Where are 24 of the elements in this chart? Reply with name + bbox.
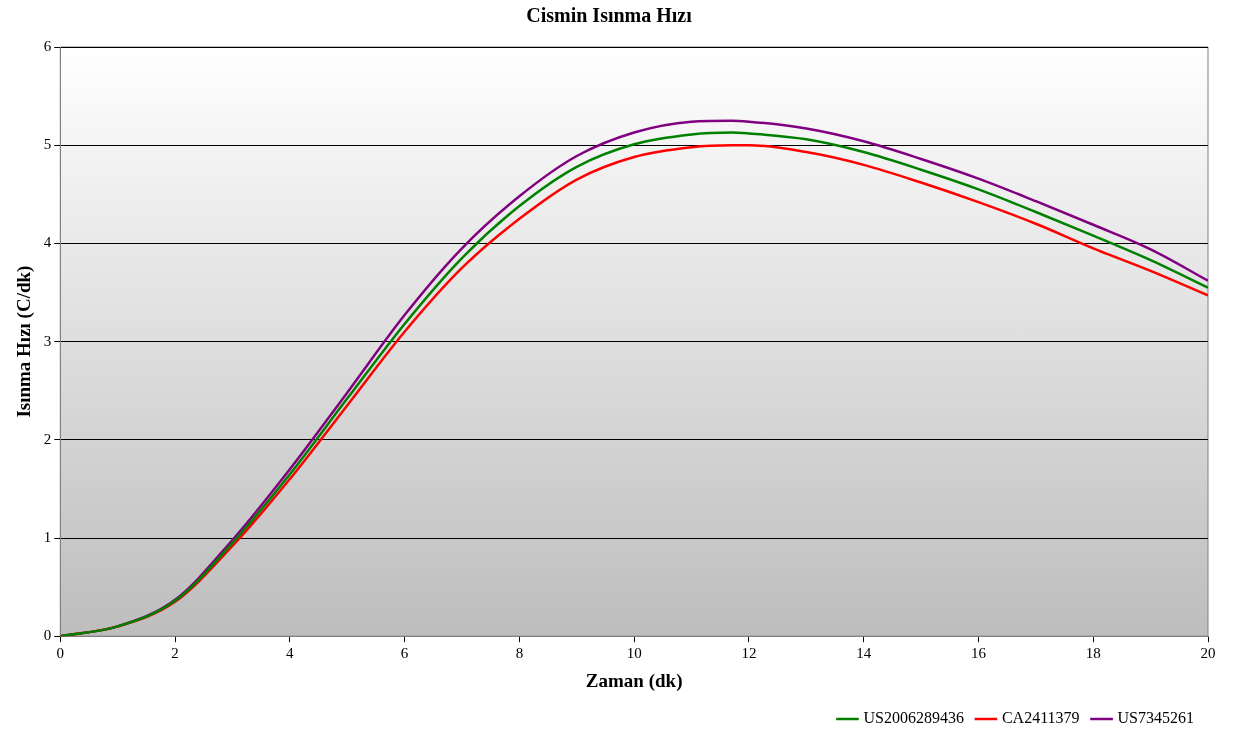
x-tick-label: 8 xyxy=(515,645,524,662)
x-tick-label: 18 xyxy=(1085,645,1101,662)
x-tick-label: 4 xyxy=(286,645,295,662)
legend-label: CA2411379 xyxy=(1001,709,1080,727)
x-tick-label: 20 xyxy=(1200,645,1216,662)
x-tick-label: 16 xyxy=(970,645,987,662)
x-tick-label: 6 xyxy=(400,645,409,662)
x-axis-title: Zaman (dk) xyxy=(585,669,683,692)
y-tick-label: 3 xyxy=(43,332,52,349)
x-tick-label: 12 xyxy=(741,645,757,662)
y-tick-label: 6 xyxy=(43,37,52,54)
x-tick-label: 14 xyxy=(856,645,872,662)
y-tick-label: 2 xyxy=(43,430,52,447)
y-tick-label: 1 xyxy=(43,528,52,545)
legend-label: US2006289436 xyxy=(863,709,964,727)
y-tick-label: 5 xyxy=(43,136,52,153)
x-tick-label: 0 xyxy=(56,645,65,662)
x-tick-label: 2 xyxy=(171,645,179,662)
chart-title: Cismin Isınma Hızı xyxy=(526,4,693,27)
legend-label: US7345261 xyxy=(1117,709,1194,727)
y-tick-label: 4 xyxy=(43,234,52,251)
y-tick-label: 0 xyxy=(43,627,52,644)
y-axis-title: Isınma Hızı (C/dk) xyxy=(13,265,36,418)
x-tick-label: 10 xyxy=(626,645,642,662)
